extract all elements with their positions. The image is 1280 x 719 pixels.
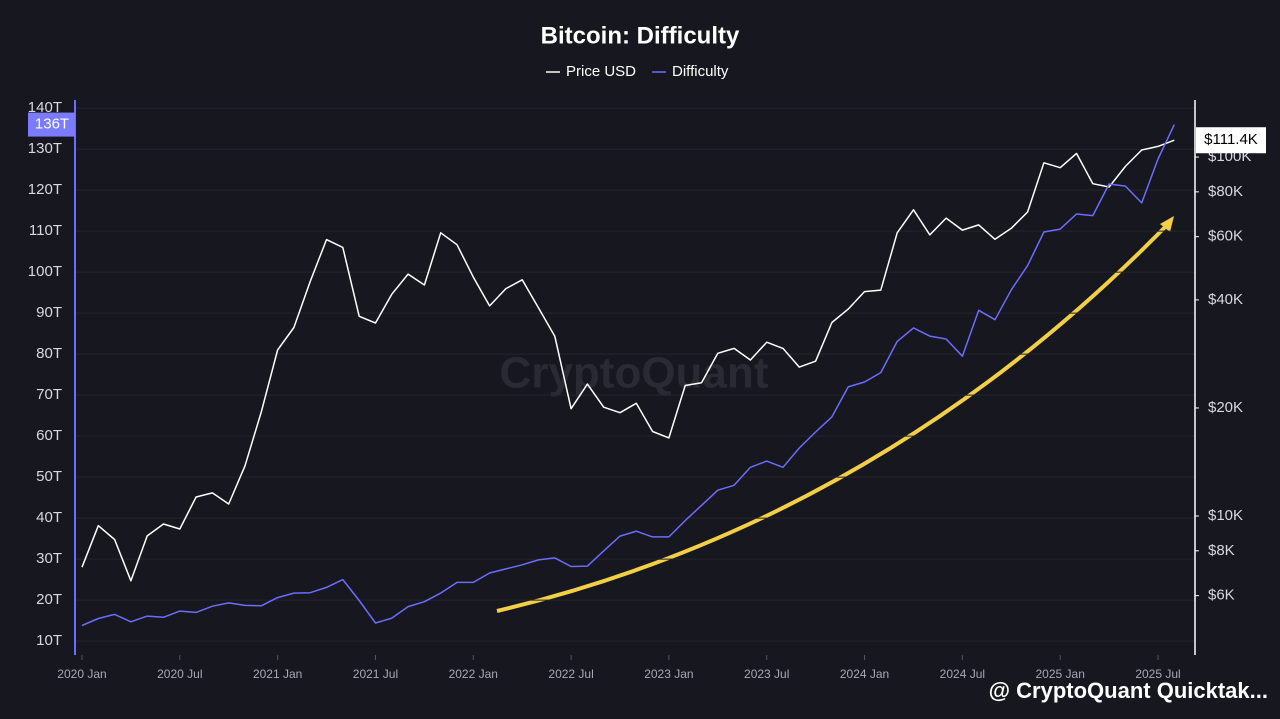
y2-tick-label: $80K bbox=[1208, 183, 1243, 200]
y-tick-label: 30T bbox=[36, 550, 62, 567]
y2-tick-label: $10K bbox=[1208, 507, 1243, 524]
x-tick-label: 2023 Jul bbox=[744, 667, 789, 681]
x-tick-label: 2024 Jan bbox=[840, 667, 889, 681]
legend-label: Price USD bbox=[566, 63, 636, 80]
y-tick-label: 100T bbox=[28, 263, 62, 280]
y2-tick-label: $6K bbox=[1208, 587, 1235, 604]
x-tick-label: 2022 Jul bbox=[548, 667, 593, 681]
series-line bbox=[81, 139, 1175, 582]
y-tick-label: 50T bbox=[36, 468, 62, 485]
arrow-head bbox=[1160, 216, 1174, 232]
y-tick-label: 70T bbox=[36, 386, 62, 403]
series-line bbox=[81, 124, 1175, 627]
y-tick-label: 20T bbox=[36, 591, 62, 608]
y2-tick-label: $60K bbox=[1208, 228, 1243, 245]
legend: Price USD Difficulty bbox=[546, 63, 729, 80]
y-tick-label: 60T bbox=[36, 427, 62, 444]
x-tick-label: 2024 Jul bbox=[940, 667, 985, 681]
watermark: CryptoQuant bbox=[500, 349, 769, 398]
y-tick-label: 130T bbox=[28, 140, 62, 157]
x-tick-label: 2023 Jan bbox=[644, 667, 693, 681]
x-tick-label: 2025 Jul bbox=[1135, 667, 1180, 681]
footer: @ CryptoQuant Quicktak... bbox=[989, 678, 1268, 703]
price-badge-label: $111.4K bbox=[1204, 131, 1258, 148]
difficulty-badge bbox=[28, 112, 75, 137]
y-tick-label: 40T bbox=[36, 509, 62, 526]
y2-tick-label: $40K bbox=[1208, 291, 1243, 308]
x-tick-label: 2021 Jan bbox=[253, 667, 302, 681]
price-badge bbox=[1196, 127, 1266, 154]
x-tick-label: 2020 Jan bbox=[57, 667, 106, 681]
x-tick-label: 2021 Jul bbox=[353, 667, 398, 681]
x-tick-label: 2025 Jan bbox=[1035, 667, 1084, 681]
y2-tick-label: $8K bbox=[1208, 542, 1235, 559]
chart-title: Bitcoin: Difficulty bbox=[541, 22, 740, 49]
x-tick-label: 2022 Jan bbox=[449, 667, 498, 681]
y-tick-label: 140T bbox=[28, 99, 62, 116]
y2-tick-label: $20K bbox=[1208, 399, 1243, 416]
y-tick-label: 10T bbox=[36, 632, 62, 649]
y-tick-label: 120T bbox=[28, 181, 62, 198]
y-tick-label: 90T bbox=[36, 304, 62, 321]
trend-arrow bbox=[496, 220, 1172, 613]
legend-label: Difficulty bbox=[672, 63, 729, 80]
difficulty-badge-label: 136T bbox=[35, 116, 69, 133]
x-tick-label: 2020 Jul bbox=[157, 667, 202, 681]
y-tick-label: 110T bbox=[29, 222, 62, 239]
y-tick-label: 80T bbox=[36, 345, 62, 362]
